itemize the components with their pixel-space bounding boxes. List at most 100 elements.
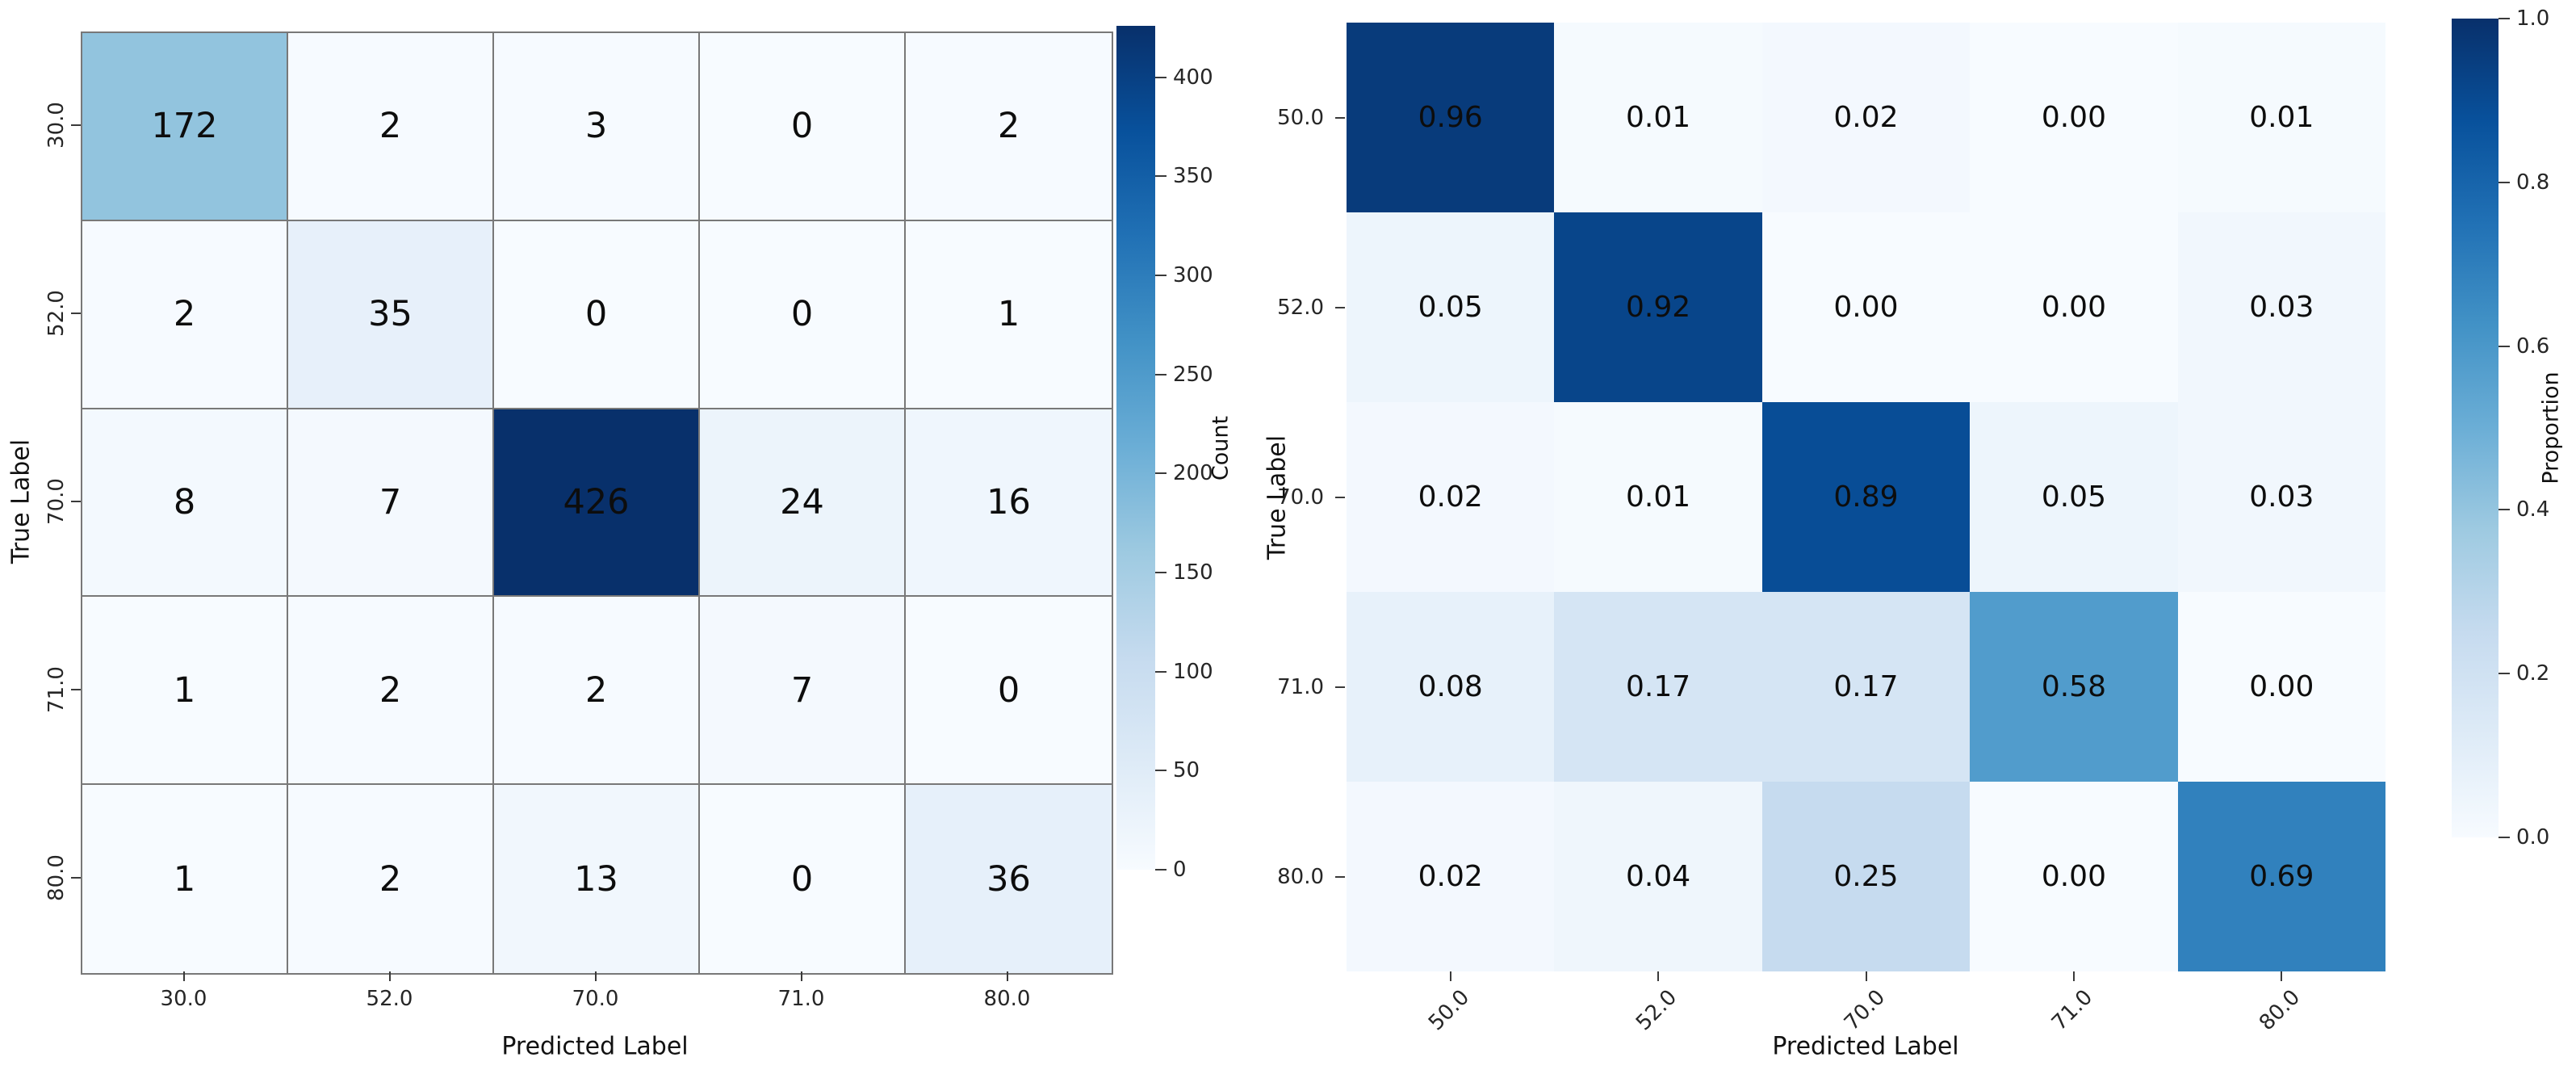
heatmap-cell-r4c1: 0.04 (1554, 782, 1762, 971)
x-tick-mark-4 (1006, 971, 1008, 981)
heatmap-cell-r0c3: 0.00 (1970, 23, 2178, 212)
heatmap-cell-r3c4: 0 (906, 597, 1112, 786)
x-tick-mark-4 (2281, 971, 2283, 981)
heatmap-cell-r1c3: 0 (700, 220, 906, 409)
heatmap-cell-r1c4: 1 (906, 220, 1112, 409)
cbar-tick-mark-8 (1155, 76, 1167, 78)
cbar-tick-label-3: 150 (1173, 560, 1213, 585)
x-tick-label-3: 71.0 (777, 987, 825, 1011)
heatmap-cell-r4c3: 0.00 (1970, 782, 2178, 971)
heatmap-cell-r1c2: 0.00 (1761, 212, 1971, 402)
heatmap-cell-r1c3: 0.00 (1970, 212, 2178, 402)
y-tick-mark-3 (71, 688, 81, 690)
left-y-axis-title: True Label (6, 438, 36, 564)
heatmap-cell-r1c4: 0.03 (2177, 212, 2385, 402)
cbar-tick-mark-0 (1155, 869, 1167, 871)
heatmap-cell-r1c2: 0 (494, 220, 700, 409)
heatmap-cell-r0c4: 2 (906, 33, 1112, 221)
y-tick-label-0: 50.0 (1277, 105, 1324, 130)
heatmap-cell-r3c2: 2 (494, 597, 700, 786)
heatmap-cell-r2c0: 0.02 (1347, 402, 1555, 592)
heatmap-cell-r4c4: 36 (906, 785, 1112, 973)
x-tick-mark-1 (388, 971, 391, 981)
y-tick-label-3: 71.0 (44, 665, 69, 713)
y-tick-mark-0 (1335, 116, 1345, 119)
heatmap-cell-r0c2: 0.02 (1761, 23, 1971, 212)
y-tick-label-1: 52.0 (1277, 295, 1324, 320)
cbar-tick-label-7: 350 (1173, 164, 1213, 189)
heatmap-cell-r3c4: 0.00 (2177, 592, 2385, 782)
proportion-heatmap: 0.96 0.01 0.02 0.00 0.01 0.05 0.92 0.00 0.00 0.03… (1347, 23, 2385, 971)
proportion-colorbar-label: Proportion (2538, 371, 2564, 485)
heatmap-cell-r3c2: 0.17 (1761, 592, 1971, 782)
heatmap-cell-r2c1: 7 (288, 409, 494, 598)
y-tick-mark-3 (1335, 686, 1345, 688)
heatmap-cell-r0c4: 0.01 (2177, 23, 2385, 212)
heatmap-cell-r2c4: 0.03 (2177, 402, 2385, 592)
cbar-tick-mark-0 (2499, 837, 2510, 838)
x-tick-label-1: 52.0 (1631, 985, 1682, 1036)
left-x-axis-title: Predicted Label (501, 1032, 689, 1061)
heatmap-cell-r4c4: 0.69 (2177, 782, 2385, 971)
cbar-tick-mark-7 (1155, 175, 1167, 178)
cbar-tick-label-8: 400 (1173, 65, 1213, 90)
count-heatmap: 172 2 3 0 2 2 35 0 0 1 8 7 426 24 16 1 2 2 7 0 1 2 13 0 36 (81, 31, 1113, 975)
x-tick-mark-2 (594, 971, 597, 981)
heatmap-cell-r2c1: 0.01 (1554, 402, 1762, 592)
x-tick-label-2: 70.0 (1839, 985, 1890, 1036)
cbar-tick-label-3: 0.6 (2516, 334, 2550, 359)
heatmap-cell-r3c3: 0.58 (1970, 592, 2178, 782)
y-tick-mark-0 (71, 124, 81, 127)
cbar-tick-label-4: 200 (1173, 461, 1213, 486)
cbar-tick-label-1: 0.2 (2516, 661, 2550, 686)
heatmap-cell-r0c3: 0 (700, 33, 906, 221)
x-tick-mark-3 (800, 971, 802, 981)
heatmap-cell-r3c0: 0.08 (1347, 592, 1555, 782)
cbar-tick-mark-3 (2499, 345, 2510, 347)
heatmap-cell-r2c3: 24 (700, 409, 906, 598)
x-tick-label-3: 71.0 (2046, 985, 2098, 1036)
y-tick-label-2: 70.0 (1277, 485, 1324, 510)
heatmap-cell-r1c0: 0.05 (1347, 212, 1555, 402)
x-tick-mark-0 (182, 971, 185, 981)
heatmap-cell-r2c2: 0.89 (1761, 402, 1971, 592)
right-x-axis-title: Predicted Label (1772, 1032, 1959, 1061)
cbar-tick-mark-1 (1155, 770, 1167, 772)
x-tick-label-0: 50.0 (1423, 985, 1474, 1036)
x-tick-label-0: 30.0 (160, 987, 207, 1011)
cbar-tick-mark-2 (2499, 509, 2510, 511)
x-tick-label-2: 70.0 (572, 987, 619, 1011)
y-tick-label-0: 30.0 (44, 102, 69, 149)
y-tick-label-3: 71.0 (1277, 674, 1324, 699)
heatmap-cell-r2c2: 426 (494, 409, 700, 598)
cbar-tick-label-1: 50 (1173, 758, 1200, 783)
heatmap-cell-r0c1: 2 (288, 33, 494, 221)
right-y-axis-title: True Label (1263, 434, 1292, 560)
heatmap-cell-r1c1: 35 (288, 220, 494, 409)
heatmap-cell-r4c0: 1 (82, 785, 288, 973)
heatmap-cell-r3c0: 1 (82, 597, 288, 786)
y-tick-label-2: 70.0 (44, 478, 69, 525)
x-tick-mark-1 (1657, 971, 1660, 981)
y-tick-mark-4 (1335, 875, 1345, 878)
heatmap-cell-r1c1: 0.92 (1554, 212, 1762, 402)
x-tick-label-4: 80.0 (2255, 985, 2306, 1036)
heatmap-cell-r0c0: 0.96 (1347, 23, 1555, 212)
cbar-tick-mark-4 (2499, 181, 2510, 183)
cbar-tick-mark-5 (2499, 18, 2510, 19)
cbar-tick-label-0: 0.0 (2516, 825, 2550, 850)
x-tick-mark-2 (1865, 971, 1867, 981)
cbar-tick-label-2: 0.4 (2516, 497, 2550, 522)
heatmap-cell-r4c2: 13 (494, 785, 700, 973)
heatmap-cell-r0c1: 0.01 (1554, 23, 1762, 212)
cbar-tick-mark-6 (1155, 275, 1167, 277)
heatmap-cell-r4c2: 0.25 (1761, 782, 1971, 971)
cbar-tick-label-6: 300 (1173, 263, 1213, 288)
x-tick-label-1: 52.0 (366, 987, 413, 1011)
y-tick-mark-2 (1335, 496, 1345, 498)
y-tick-mark-4 (71, 876, 81, 879)
x-tick-mark-3 (2072, 971, 2075, 981)
count-colorbar (1116, 26, 1155, 870)
heatmap-cell-r2c0: 8 (82, 409, 288, 598)
